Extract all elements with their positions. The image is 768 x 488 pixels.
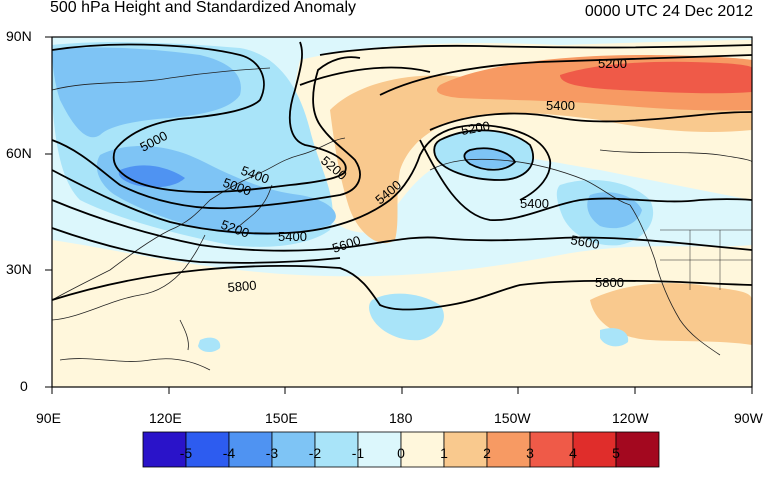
colorbar-swatch bbox=[228, 431, 273, 468]
anomaly-neg2-region bbox=[587, 192, 642, 229]
colorbar-tick-label: 1 bbox=[440, 445, 448, 461]
coastline-philippines bbox=[179, 319, 189, 351]
contour-5600-line bbox=[463, 147, 517, 171]
anomaly-shading bbox=[52, 37, 752, 387]
height-contours bbox=[52, 41, 752, 311]
contour-5200-line bbox=[429, 111, 752, 131]
contour-label: 5800 bbox=[595, 275, 624, 290]
contour-5400-line bbox=[52, 124, 552, 235]
contour-label: 5400 bbox=[278, 229, 307, 244]
colorbar bbox=[142, 431, 660, 468]
colorbar-tick-label: -4 bbox=[222, 445, 236, 461]
contour-5400-line bbox=[379, 54, 752, 96]
xtick-label: 90E bbox=[36, 410, 61, 426]
anomaly-neg2-region bbox=[52, 47, 241, 138]
contour-5000-line bbox=[52, 41, 347, 193]
contour-5800-line bbox=[52, 227, 341, 264]
ytick-label: 30N bbox=[6, 261, 32, 277]
xtick-label: 180 bbox=[389, 410, 413, 426]
ytick-label: 90N bbox=[6, 28, 32, 44]
anomaly-neg1-region bbox=[198, 337, 221, 353]
contour-5200-line bbox=[52, 56, 361, 210]
colorbar-tick-label: 2 bbox=[483, 445, 491, 461]
colorbar-swatch bbox=[615, 431, 660, 468]
xtick-label: 120W bbox=[612, 410, 649, 426]
contour-label: 5200 bbox=[598, 56, 627, 71]
colorbar-tick-label: -5 bbox=[179, 445, 193, 461]
contour-label: 5600 bbox=[569, 232, 600, 252]
contour-label: 5400 bbox=[520, 196, 549, 211]
colorbar-swatch bbox=[443, 431, 488, 468]
colorbar-swatch bbox=[314, 431, 359, 468]
map-title: 500 hPa Height and Standardized Anomaly bbox=[50, 0, 356, 16]
coastline-alaska bbox=[429, 158, 631, 206]
us-borders bbox=[660, 229, 752, 290]
colorbar-tick-label: 3 bbox=[526, 445, 534, 461]
coastline-asia-east bbox=[52, 137, 346, 301]
contour-5800-line bbox=[52, 265, 752, 311]
contour-label: 5400 bbox=[546, 98, 575, 113]
anomaly-pos2-region bbox=[590, 283, 752, 345]
valid-time: 0000 UTC 24 Dec 2012 bbox=[584, 3, 753, 20]
colorbar-swatch bbox=[400, 431, 445, 468]
ytick-label: 60N bbox=[6, 145, 32, 161]
xtick-label: 150E bbox=[265, 410, 298, 426]
contour-label: 5200 bbox=[460, 118, 491, 138]
coastline-na-west bbox=[629, 204, 721, 356]
colorbar-tick-label: -3 bbox=[265, 445, 279, 461]
anomaly-pos4-region bbox=[560, 61, 752, 94]
contour-5200-line bbox=[433, 129, 535, 181]
contour-5400-line bbox=[299, 66, 431, 86]
coastline-arctic bbox=[52, 67, 271, 91]
anomaly-pos2-region bbox=[330, 75, 752, 244]
colorbar-swatch bbox=[271, 431, 316, 468]
colorbar-swatch bbox=[142, 431, 187, 468]
colorbar-tick-label: 0 bbox=[397, 445, 405, 461]
coastline-na-north bbox=[599, 149, 752, 163]
anomaly-neg2-region bbox=[464, 148, 515, 169]
colorbar-swatch bbox=[486, 431, 531, 468]
anomaly-neg1-region bbox=[369, 293, 444, 341]
contour-5400-line bbox=[419, 139, 752, 221]
colorbar-swatch bbox=[185, 431, 230, 468]
contour-label: 5800 bbox=[227, 278, 257, 295]
coastlines bbox=[52, 67, 752, 371]
colorbar-swatch bbox=[357, 431, 402, 468]
contour-5600-line bbox=[52, 199, 752, 252]
colorbar-tick-label: 5 bbox=[612, 445, 620, 461]
anomaly-neg1-region bbox=[600, 328, 629, 347]
ytick-label: 0 bbox=[20, 378, 28, 394]
colorbar-tick-label: -2 bbox=[308, 445, 322, 461]
xtick-label: 150W bbox=[494, 410, 531, 426]
colorbar-swatch bbox=[572, 431, 617, 468]
colorbar-tick-label: 4 bbox=[569, 445, 577, 461]
xtick-label: 90W bbox=[734, 410, 763, 426]
contour-5600-line bbox=[319, 44, 752, 56]
axis-ticks bbox=[45, 36, 753, 394]
colorbar-tick-label: -1 bbox=[351, 445, 365, 461]
coastline-indonesia bbox=[59, 358, 211, 371]
coastline-china bbox=[52, 234, 206, 321]
xtick-label: 120E bbox=[149, 410, 182, 426]
